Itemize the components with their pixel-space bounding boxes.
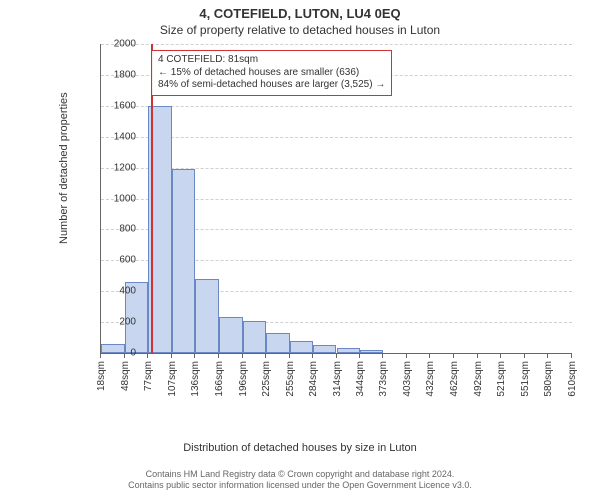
footer-line-2: Contains public sector information licen… [0,480,600,492]
y-tick-label: 400 [100,286,136,297]
x-tick-mark [382,353,383,358]
histogram-bar [337,348,361,353]
y-tick-label: 1800 [100,69,136,80]
y-tick-label: 1400 [100,131,136,142]
x-tick-mark [477,353,478,358]
y-tick-label: 600 [100,255,136,266]
x-axis-title: Distribution of detached houses by size … [0,442,600,454]
x-tick-label: 344sqm [355,361,366,411]
page-title: 4, COTEFIELD, LUTON, LU4 0EQ [0,0,600,21]
footer-line-1: Contains HM Land Registry data © Crown c… [0,469,600,481]
x-tick-mark [547,353,548,358]
histogram-bar [360,350,383,353]
x-tick-label: 373sqm [378,361,389,411]
x-tick-label: 284sqm [308,361,319,411]
x-tick-label: 136sqm [190,361,201,411]
y-tick-label: 800 [100,224,136,235]
x-tick-label: 166sqm [214,361,225,411]
x-tick-label: 48sqm [120,361,131,411]
gridline [101,44,572,45]
x-tick-label: 18sqm [96,361,107,411]
histogram-bar [195,279,219,353]
y-tick-label: 1600 [100,100,136,111]
x-tick-label: 551sqm [520,361,531,411]
y-tick-label: 2000 [100,39,136,50]
x-tick-label: 314sqm [332,361,343,411]
x-tick-label: 255sqm [285,361,296,411]
x-tick-mark [312,353,313,358]
histogram-bar [313,345,337,353]
x-tick-mark [124,353,125,358]
y-axis-title: Number of detached properties [58,92,70,244]
x-tick-mark [194,353,195,358]
x-tick-mark [406,353,407,358]
x-tick-label: 432sqm [425,361,436,411]
x-tick-mark [147,353,148,358]
x-tick-mark [359,353,360,358]
plot-area: 4 COTEFIELD: 81sqm ← 15% of detached hou… [100,44,572,354]
x-tick-label: 610sqm [567,361,578,411]
x-tick-mark [500,353,501,358]
legend-box: 4 COTEFIELD: 81sqm ← 15% of detached hou… [151,50,392,96]
footer: Contains HM Land Registry data © Crown c… [0,469,600,492]
histogram-bar [266,333,290,353]
histogram-bar [243,321,266,353]
x-tick-mark [524,353,525,358]
x-tick-label: 225sqm [261,361,272,411]
x-tick-label: 403sqm [402,361,413,411]
x-tick-label: 196sqm [238,361,249,411]
y-tick-label: 1200 [100,162,136,173]
histogram-bar [172,169,195,353]
x-tick-mark [218,353,219,358]
y-tick-label: 200 [100,317,136,328]
legend-line-2: ← 15% of detached houses are smaller (63… [158,67,385,80]
x-tick-label: 580sqm [543,361,554,411]
legend-line-3: 84% of semi-detached houses are larger (… [158,79,385,92]
x-tick-mark [571,353,572,358]
histogram-bar [219,317,243,353]
x-tick-label: 77sqm [143,361,154,411]
chart-container: Number of detached properties 4 COTEFIEL… [60,44,572,400]
legend-line-1: 4 COTEFIELD: 81sqm [158,54,385,67]
page-root: 4, COTEFIELD, LUTON, LU4 0EQ Size of pro… [0,0,600,500]
x-tick-mark [265,353,266,358]
x-tick-label: 492sqm [473,361,484,411]
histogram-bar [290,341,313,353]
x-tick-mark [429,353,430,358]
x-tick-mark [289,353,290,358]
x-tick-mark [100,353,101,358]
x-tick-label: 462sqm [449,361,460,411]
x-tick-mark [453,353,454,358]
x-tick-mark [336,353,337,358]
x-tick-label: 521sqm [496,361,507,411]
page-subtitle: Size of property relative to detached ho… [0,21,600,37]
x-tick-mark [242,353,243,358]
y-tick-label: 0 [100,348,136,359]
y-tick-label: 1000 [100,193,136,204]
x-tick-label: 107sqm [167,361,178,411]
x-tick-mark [171,353,172,358]
